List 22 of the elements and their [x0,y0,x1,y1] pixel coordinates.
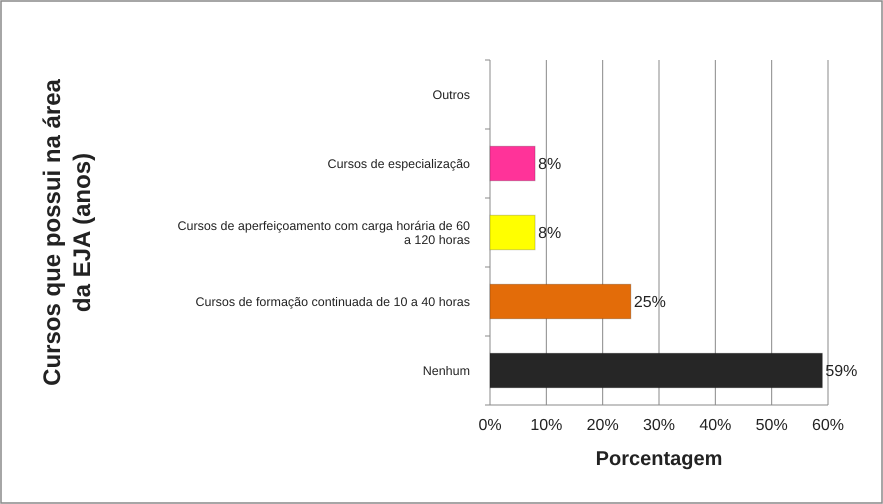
y-tick-label: Cursos de formação continuada de 10 a 40 horas [196,294,470,309]
bar [490,146,536,182]
x-tick-label: 60% [812,417,844,434]
bar [490,352,823,388]
x-tick-label: 0% [478,417,502,434]
y-tick-label: Outros [432,88,470,102]
x-axis-title: Porcentagem [596,448,722,470]
data-label: 25% [634,294,666,312]
data-label: 8% [538,156,562,174]
data-label: 8% [538,225,562,242]
data-label: 59% [825,363,858,380]
x-tick-label: 20% [586,417,619,434]
x-tick-label: 30% [642,417,676,434]
bar [490,284,632,320]
x-tick-label: 10% [530,417,562,434]
y-tick-label: Cursos de aperfeiçoamento com carga horária de 60 a 120 horas [177,218,470,247]
bar [490,214,536,250]
y-axis-title: Cursos que possui na área da EJA (anos) [39,78,96,386]
y-tick-label: Nenhum [422,364,470,378]
x-tick-label: 50% [756,417,788,434]
x-tick-label: 40% [699,417,732,434]
y-tick-label: Cursos de especialização [328,156,470,171]
